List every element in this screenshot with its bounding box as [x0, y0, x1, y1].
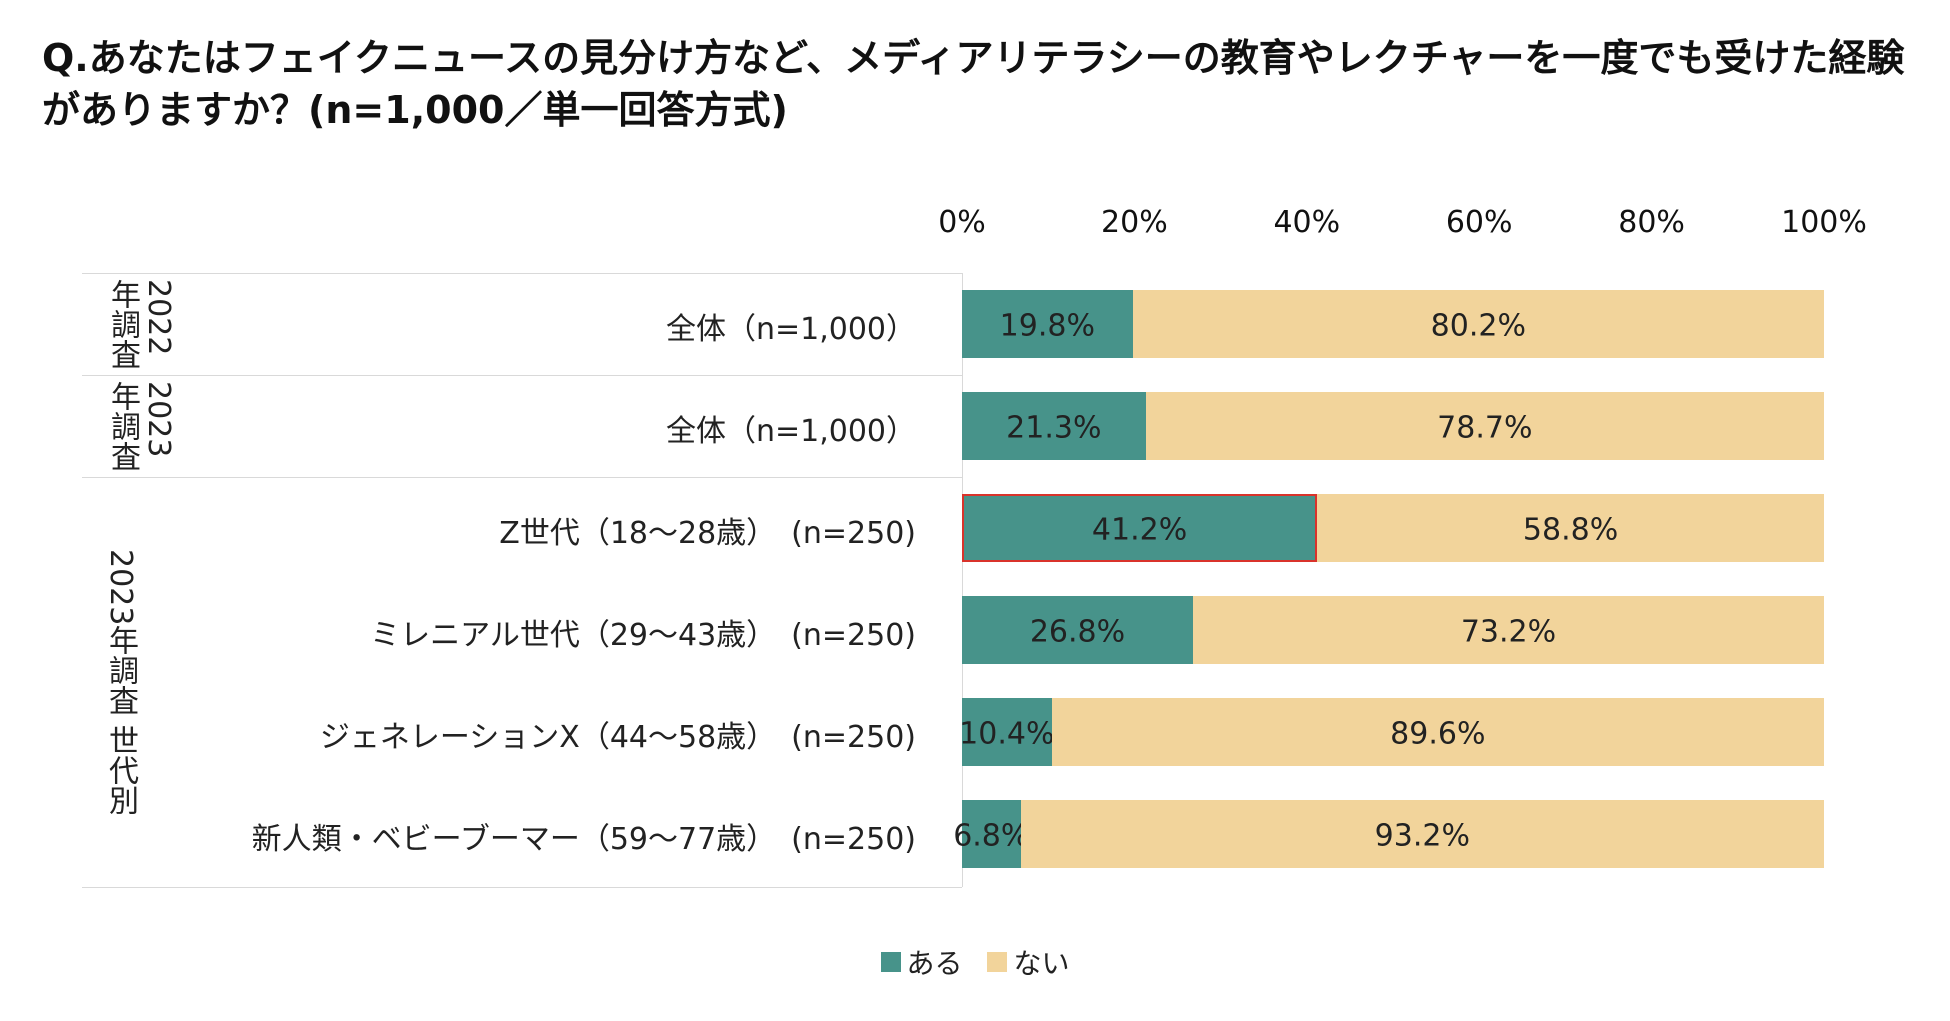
legend-item-nai: ない	[987, 942, 1069, 982]
legend-label-aru: ある	[906, 947, 963, 980]
x-tick-label: 40%	[1273, 205, 1341, 240]
category-table: 2022 年調査 2023 年調査 2023年調査 世代別	[82, 273, 963, 888]
bar-data-label: 41.2%	[1091, 512, 1188, 548]
bar-data-label: 6.8%	[953, 818, 1030, 854]
bar-data-label: 93.2%	[1374, 818, 1470, 854]
table-divider	[82, 273, 962, 274]
bar-aru	[962, 698, 1052, 766]
bar-data-label: 58.8%	[1522, 512, 1619, 548]
plot-area: 19.8% 80.2% 21.3% 78.7% 41.2% 58.8% 26.8% 73.2%…	[953, 273, 1824, 887]
group-label: 2023 年調査	[105, 381, 176, 471]
table-divider	[82, 477, 962, 478]
x-axis-ticks: 0% 20% 40% 60% 80% 100%	[0, 205, 1950, 245]
bar-nai	[1193, 596, 1824, 664]
x-tick-label: 100%	[1781, 205, 1867, 240]
table-divider	[82, 375, 962, 376]
bar-nai	[1145, 392, 1824, 460]
table-divider	[82, 887, 962, 888]
bar-data-label: 21.3%	[1006, 410, 1102, 446]
row-label: 新人類・ベビーブーマー（59～77歳） (n=250)	[251, 822, 916, 857]
bar-nai	[1317, 494, 1824, 562]
bar-nai	[1020, 800, 1824, 868]
row-label: Z世代（18～28歳） (n=250)	[499, 516, 916, 551]
chart-title: Q.あなたはフェイクニュースの見分け方など、メディアリテラシーの教育やレクチャー…	[42, 36, 1905, 132]
x-tick-label: 80%	[1618, 205, 1685, 240]
bar-aru	[962, 290, 1133, 358]
bar-aru	[962, 494, 1318, 562]
row-label: ミレニアル世代（29～43歳） (n=250)	[370, 618, 916, 653]
bar-aru	[962, 392, 1146, 460]
bar-data-label: 26.8%	[1029, 614, 1126, 650]
table-divider-vertical	[962, 273, 963, 887]
group-label: 2022 年調査	[105, 279, 176, 369]
row-label: 全体（n=1,000）	[665, 414, 916, 449]
bar-nai	[1132, 290, 1824, 358]
x-tick-label: 20%	[1101, 205, 1168, 240]
row-label: 全体（n=1,000）	[665, 312, 916, 347]
bar-aru	[962, 800, 1021, 868]
bar-data-label: 19.8%	[999, 308, 1095, 344]
bar-data-label: 80.2%	[1430, 308, 1526, 344]
bar-data-label: 10.4%	[959, 716, 1055, 752]
bar-data-label: 78.7%	[1437, 410, 1533, 446]
legend-label-nai: ない	[1013, 947, 1070, 980]
bar-aru	[962, 596, 1194, 664]
legend: ある ない	[0, 942, 1950, 982]
x-tick-label: 0%	[938, 205, 986, 240]
legend-swatch-nai	[987, 952, 1008, 972]
bar-data-label: 89.6%	[1390, 716, 1486, 752]
row-label: ジェネレーションX（44～58歳） (n=250)	[319, 720, 916, 755]
bar-nai	[1051, 698, 1824, 766]
legend-swatch-aru	[880, 952, 901, 972]
bar-data-label: 73.2%	[1460, 614, 1557, 650]
group-label: 2023年調査 世代別	[103, 549, 138, 815]
legend-item-aru: ある	[880, 942, 963, 982]
x-tick-label: 60%	[1445, 205, 1513, 240]
